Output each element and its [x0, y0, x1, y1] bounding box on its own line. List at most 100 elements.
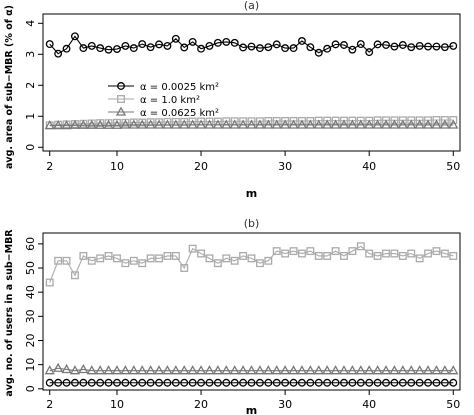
data-point [79, 44, 88, 53]
x-tick-label: 20 [194, 398, 208, 411]
data-point [314, 116, 323, 125]
data-point [230, 378, 239, 387]
data-point [237, 119, 249, 129]
y-tick-label: 50 [24, 261, 37, 275]
data-point [331, 378, 340, 387]
data-point [280, 365, 291, 375]
data-point [306, 378, 315, 387]
data-point [397, 365, 408, 375]
data-point [340, 41, 348, 49]
data-point [111, 119, 123, 129]
data-point [289, 44, 298, 53]
data-point [222, 37, 231, 46]
data-point [62, 44, 71, 53]
data-point [138, 378, 147, 387]
data-point [297, 378, 306, 387]
data-point [263, 365, 274, 375]
data-point [340, 116, 348, 125]
y-tick-label: 10 [24, 358, 37, 372]
data-point [323, 378, 332, 387]
data-point [221, 365, 232, 375]
data-point [264, 43, 273, 52]
data-point [188, 37, 197, 46]
x-tick-label: 10 [110, 398, 124, 411]
data-point [449, 116, 458, 124]
data-point [137, 365, 148, 375]
data-point [163, 41, 172, 50]
data-point [263, 119, 274, 129]
data-point [330, 365, 341, 375]
data-point [213, 38, 222, 47]
y-tick-label: 40 [24, 285, 37, 299]
data-point [414, 365, 425, 375]
data-point [61, 363, 72, 374]
data-point [314, 48, 323, 57]
data-point [414, 119, 425, 129]
data-point [187, 365, 198, 375]
data-point [171, 34, 180, 43]
series-circle [45, 378, 458, 387]
data-point [44, 365, 55, 375]
data-point [331, 40, 340, 49]
data-point [146, 254, 155, 263]
data-point [281, 116, 290, 125]
data-point [138, 40, 147, 49]
data-point [171, 378, 180, 387]
data-point [372, 119, 383, 129]
data-point [222, 254, 231, 263]
data-point [180, 378, 189, 387]
data-point [272, 247, 281, 256]
data-point [323, 44, 332, 53]
data-point [305, 365, 316, 375]
data-point [398, 116, 407, 125]
data-point [96, 44, 105, 53]
data-point [62, 378, 71, 387]
x-tick-label: 10 [110, 160, 124, 173]
data-point [338, 119, 350, 129]
series-square [45, 242, 458, 287]
data-point [389, 365, 400, 375]
data-point [406, 119, 417, 129]
legend: α = 0.0025 km² α = 1.0 km² α = 0.0625 km² [108, 82, 219, 119]
data-point [121, 378, 130, 387]
legend-entry: α = 0.0625 km² [140, 108, 219, 119]
data-point [153, 365, 165, 375]
data-point [281, 44, 290, 53]
data-point [162, 119, 173, 129]
data-point [70, 271, 79, 280]
data-point [382, 249, 390, 258]
data-point [44, 120, 55, 130]
data-point [424, 116, 433, 125]
data-point [113, 378, 121, 387]
data-point [356, 116, 365, 125]
data-point [239, 251, 248, 260]
data-point [61, 120, 72, 130]
data-point [407, 249, 416, 258]
data-point [365, 116, 374, 125]
data-point [128, 365, 139, 375]
data-point [128, 119, 139, 129]
x-axis-label: m [246, 404, 257, 415]
data-point [314, 251, 323, 260]
data-point [204, 365, 215, 375]
data-point [179, 119, 190, 129]
data-point [289, 247, 298, 256]
data-point [330, 119, 341, 129]
data-point [271, 365, 282, 375]
y-tick-label: 0 [24, 144, 37, 151]
data-point [96, 254, 105, 263]
data-point [222, 378, 231, 387]
data-point [281, 249, 290, 258]
data-point [155, 254, 163, 263]
data-point [424, 378, 433, 387]
data-point [155, 40, 163, 49]
data-point [449, 378, 458, 387]
data-point [347, 365, 358, 375]
data-point [356, 378, 365, 387]
data-point [365, 378, 374, 387]
data-point [432, 116, 441, 124]
data-point [390, 378, 399, 387]
data-point [382, 41, 390, 49]
y-tick-label: 30 [24, 309, 37, 323]
data-point [246, 365, 257, 375]
